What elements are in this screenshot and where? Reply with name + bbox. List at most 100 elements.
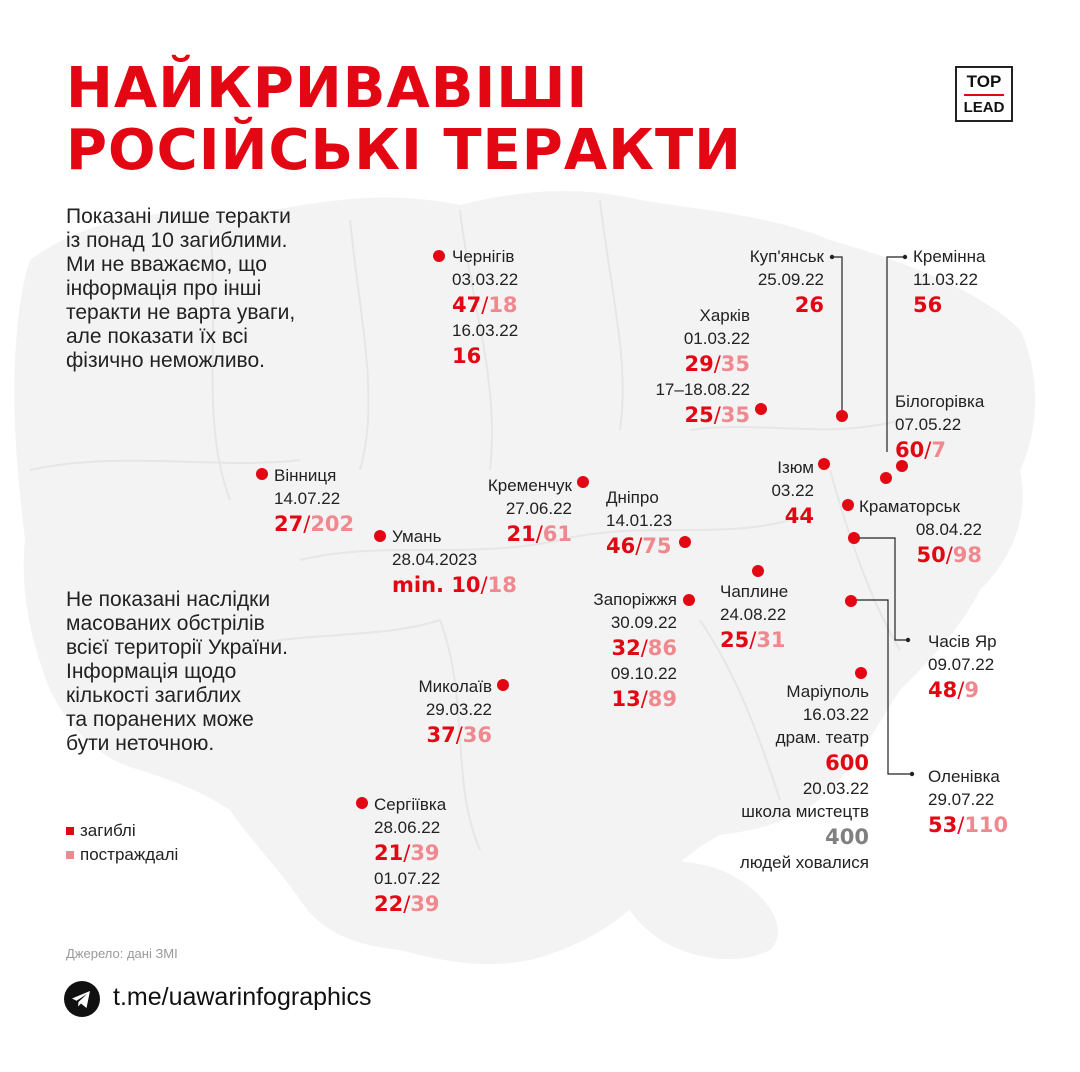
city-name: Чернігів bbox=[452, 247, 515, 266]
casualty-figures: 16 bbox=[452, 342, 518, 370]
killed-count: 48 bbox=[928, 678, 958, 702]
note-bottom-line: та поранених може bbox=[66, 708, 254, 731]
note-top-line: Ми не вважаємо, що bbox=[66, 253, 267, 276]
event-date: 07.05.22 bbox=[895, 415, 962, 434]
legend-label-injured: постраждалі bbox=[80, 845, 179, 864]
casualty-figures: 25/31 bbox=[720, 628, 786, 652]
city-name: Ізюм bbox=[777, 458, 814, 477]
chapline-marker bbox=[752, 565, 764, 577]
killed-count: 600 bbox=[825, 751, 869, 775]
city-uman: Умань 28.04.2023 min. 10/18 bbox=[392, 525, 517, 599]
uman-marker bbox=[374, 530, 386, 542]
killed-count: 27 bbox=[274, 512, 304, 536]
kramatorsk-marker bbox=[842, 499, 854, 511]
casualty-figures: 13/89 bbox=[611, 687, 677, 711]
serhiivka-marker bbox=[356, 797, 368, 809]
event-date: 20.03.22 bbox=[802, 779, 869, 798]
note-bottom-line: Не показані наслідки bbox=[66, 588, 271, 611]
city-name: Оленівка bbox=[928, 767, 1000, 786]
note-top: Показані лише теракти із понад 10 загибл… bbox=[66, 205, 295, 373]
casualty-figures: 47/18 bbox=[452, 293, 518, 317]
dnipro-marker bbox=[679, 536, 691, 548]
kremenchuk-marker bbox=[577, 476, 589, 488]
city-name: Сергіївка bbox=[374, 795, 447, 814]
killed-count: 47 bbox=[452, 293, 482, 317]
mariupol-marker bbox=[855, 667, 867, 679]
casualty-figures: 25/35 bbox=[684, 403, 750, 427]
event-date: 14.01.23 bbox=[606, 511, 673, 530]
zaporizhzhia-marker bbox=[683, 594, 695, 606]
event-date: 28.06.22 bbox=[374, 818, 441, 837]
note-bottom-line: масованих обстрілів bbox=[66, 612, 265, 635]
injured-count: 39 bbox=[410, 841, 440, 865]
casualty-figures: 400 bbox=[740, 823, 869, 851]
city-mykolaiv: Миколаїв 29.03.22 37/36 bbox=[419, 675, 493, 749]
injured-count: 9 bbox=[964, 678, 979, 702]
city-name: Часів Яр bbox=[928, 632, 997, 651]
city-name: Умань bbox=[392, 527, 442, 546]
city-mariupol: Маріуполь 16.03.22 драм. театр 600 20.03… bbox=[740, 680, 869, 874]
killed-count: 56 bbox=[913, 293, 943, 317]
note-bottom-line: Інформація щодо bbox=[66, 660, 237, 683]
killed-count: 29 bbox=[684, 352, 714, 376]
event-date: 11.03.22 bbox=[913, 270, 978, 289]
killed-count: 60 bbox=[895, 438, 925, 462]
killed-count: 50 bbox=[916, 543, 946, 567]
killed-count: 13 bbox=[611, 687, 641, 711]
kharkiv-marker bbox=[755, 403, 767, 415]
telegram-plane-icon bbox=[72, 991, 90, 1008]
event-date: 08.04.22 bbox=[915, 520, 982, 539]
telegram-link[interactable]: t.me/uawarinfographics bbox=[113, 983, 372, 1011]
event-date: 16.03.22 bbox=[452, 321, 519, 340]
city-kreminna: Кремінна 11.03.22 56 bbox=[913, 245, 986, 319]
injured-count: 36 bbox=[462, 723, 492, 747]
killed-count: 21 bbox=[374, 841, 404, 865]
chernihiv-marker bbox=[433, 250, 445, 262]
casualty-figures: 44 bbox=[771, 502, 814, 530]
casualty-figures: 48/9 bbox=[928, 678, 979, 702]
legend-swatch-injured bbox=[66, 851, 74, 859]
injured-count: 18 bbox=[488, 293, 518, 317]
event-date: 17–18.08.22 bbox=[655, 380, 750, 399]
injured-count: 86 bbox=[647, 636, 677, 660]
injured-count: 202 bbox=[310, 512, 355, 536]
city-zaporizhzhia: Запоріжжя 30.09.22 32/86 09.10.22 13/89 bbox=[593, 588, 677, 713]
event-place: драм. театр bbox=[775, 728, 869, 747]
killed-count: 44 bbox=[784, 504, 814, 528]
casualty-figures: 600 bbox=[740, 749, 869, 777]
city-izium: Ізюм 03.22 44 bbox=[771, 456, 814, 530]
telegram-icon[interactable] bbox=[64, 981, 100, 1017]
sheltered-count: 400 bbox=[825, 825, 869, 849]
callout-lines bbox=[832, 256, 912, 775]
city-name: Миколаїв bbox=[418, 677, 493, 696]
city-name: Кремінна bbox=[913, 247, 986, 266]
note-top-line: фізично неможливо. bbox=[66, 349, 265, 372]
city-bilohorivka: Білогорівка 07.05.22 60/7 bbox=[895, 390, 984, 464]
city-chasiv-yar: Часів Яр 09.07.22 48/9 bbox=[928, 630, 997, 704]
kramatorsk-callout-marker bbox=[848, 532, 860, 544]
killed-count: 22 bbox=[374, 892, 404, 916]
event-date: 29.07.22 bbox=[928, 790, 995, 809]
note-bottom: Не показані наслідки масованих обстрілів… bbox=[66, 588, 288, 756]
city-name: Вінниця bbox=[274, 466, 337, 485]
killed-count: 26 bbox=[794, 293, 824, 317]
city-name: Запоріжжя bbox=[593, 590, 677, 609]
killed-count: 53 bbox=[928, 813, 958, 837]
kramatorsk-details: 08.04.22 50/98 bbox=[916, 518, 982, 569]
izium-marker bbox=[818, 458, 830, 470]
casualty-figures: 37/36 bbox=[426, 723, 492, 747]
injured-count: 89 bbox=[647, 687, 677, 711]
injured-count: 7 bbox=[931, 438, 946, 462]
injured-count: 31 bbox=[756, 628, 786, 652]
event-note: людей ховалися bbox=[739, 853, 869, 872]
ukraine-map-shape bbox=[14, 190, 1035, 965]
city-name: Чаплине bbox=[720, 582, 789, 601]
casualty-figures: min. 10/18 bbox=[392, 573, 517, 597]
event-place: школа мистецтв bbox=[741, 802, 869, 821]
injured-count: 98 bbox=[952, 543, 982, 567]
injured-count: 18 bbox=[487, 573, 517, 597]
casualty-figures: 46/75 bbox=[606, 534, 672, 558]
crimea-shape bbox=[619, 861, 779, 960]
event-date: 01.07.22 bbox=[374, 869, 441, 888]
note-top-line: із понад 10 загиблими. bbox=[66, 229, 288, 252]
